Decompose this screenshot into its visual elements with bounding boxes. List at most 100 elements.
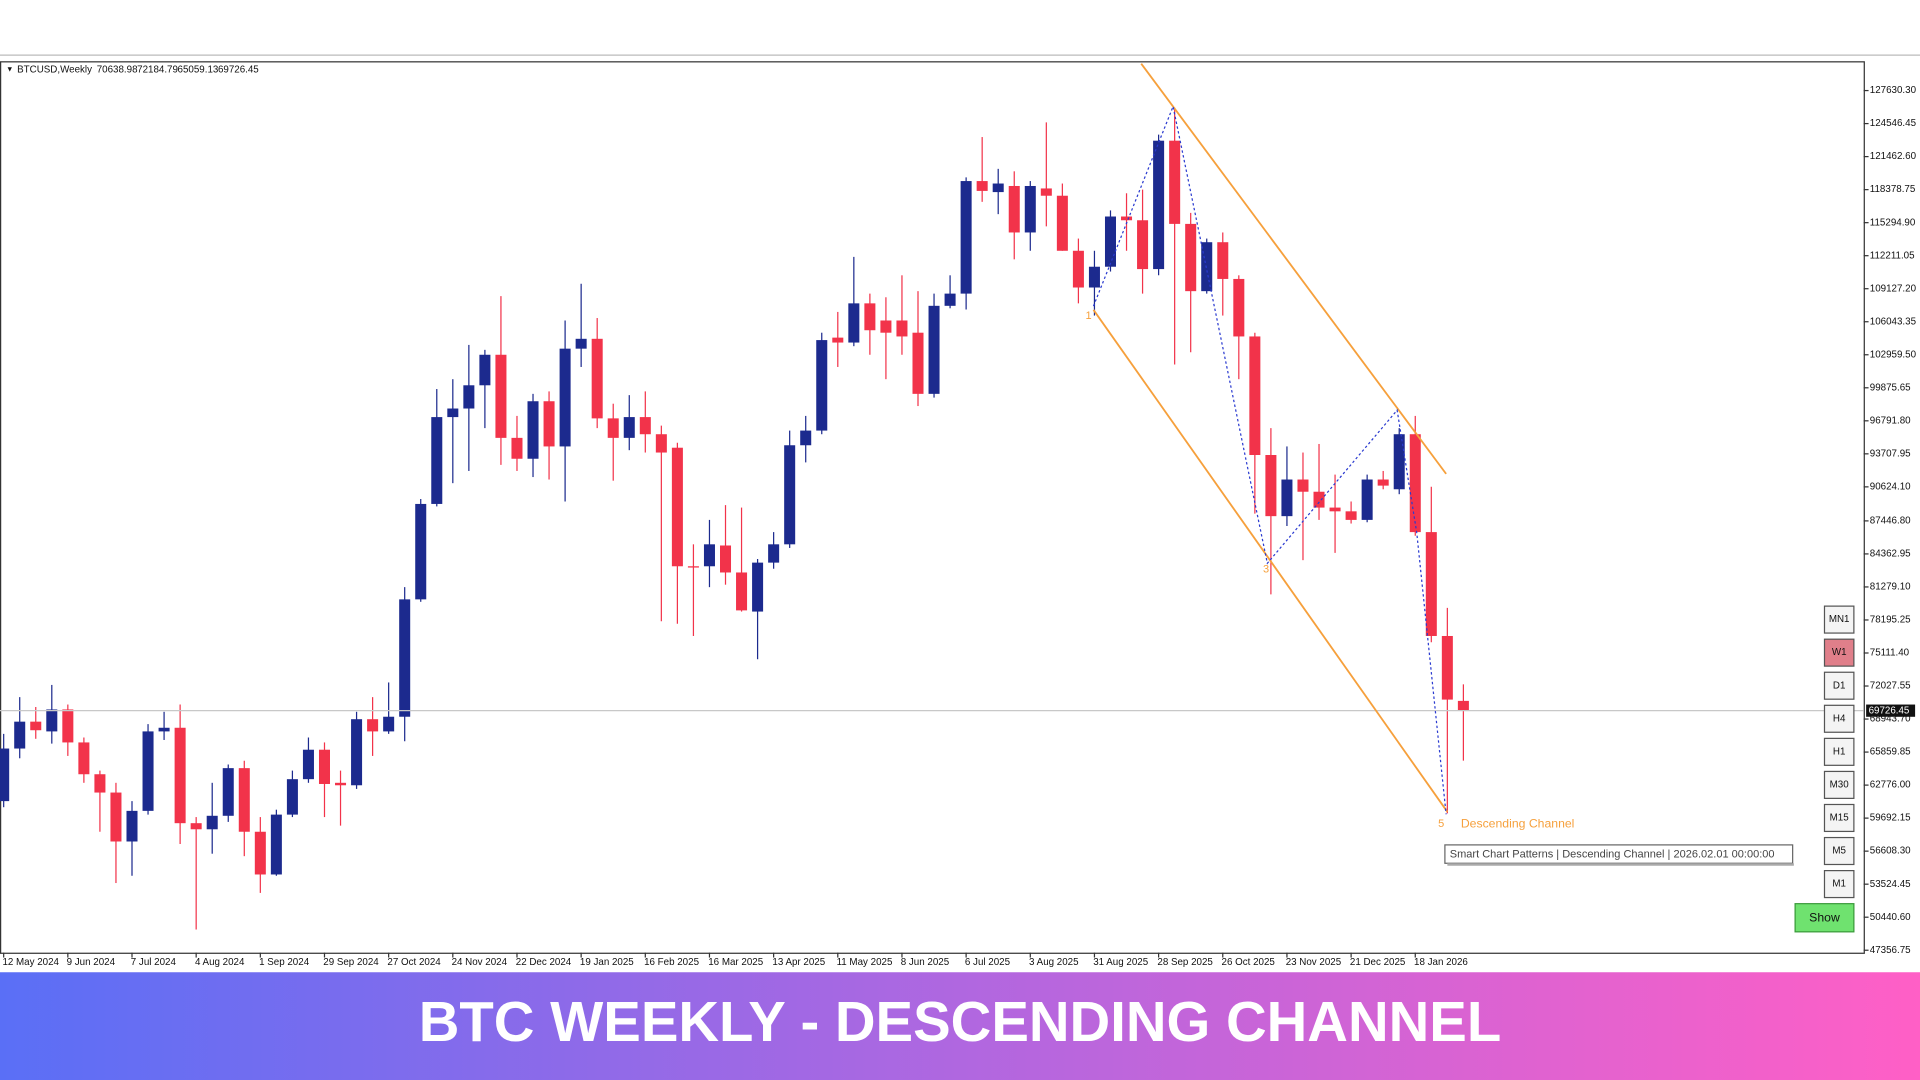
candle-body xyxy=(1441,635,1453,700)
candle-body xyxy=(1425,532,1437,636)
timeframe-button[interactable]: M1 xyxy=(1823,870,1855,899)
candle-body xyxy=(14,721,26,749)
x-tick-label: 18 Jan 2026 xyxy=(1414,957,1468,968)
candle-body xyxy=(190,823,202,830)
candle-body xyxy=(1137,220,1149,270)
y-tick-label: 56608.30 xyxy=(1870,846,1911,857)
x-tick-label: 28 Sep 2025 xyxy=(1157,957,1213,968)
candle-body xyxy=(318,749,330,784)
y-tick-label: 115294.90 xyxy=(1870,217,1916,228)
timeframe-button[interactable]: H4 xyxy=(1823,704,1855,733)
candle-body xyxy=(912,332,924,394)
candle-body xyxy=(848,303,860,343)
timeframe-button[interactable]: M30 xyxy=(1823,770,1855,799)
timeframe-button[interactable]: M15 xyxy=(1823,803,1855,833)
y-tick-label: 127630.30 xyxy=(1870,85,1917,96)
show-button[interactable]: Show xyxy=(1794,903,1855,933)
candle-body xyxy=(896,320,908,337)
pattern-point: 3 xyxy=(1263,563,1269,575)
x-tick-label: 23 Nov 2025 xyxy=(1286,957,1342,968)
channel-lower xyxy=(1092,309,1449,813)
candle-body xyxy=(671,447,683,567)
candle-body xyxy=(447,408,459,418)
candle-body xyxy=(768,544,780,563)
candle-body xyxy=(1072,250,1084,288)
timeframe-button[interactable]: D1 xyxy=(1823,671,1855,700)
header-high: 72184.79 xyxy=(137,64,178,75)
candle-body xyxy=(46,709,58,732)
y-tick-label: 90624.10 xyxy=(1870,481,1911,492)
candle-body xyxy=(800,430,812,446)
candle-body xyxy=(270,814,282,875)
button-label: W1 xyxy=(1832,647,1847,658)
y-tick-label: 99875.65 xyxy=(1870,382,1911,393)
plot-frame xyxy=(0,61,1865,954)
candle-body xyxy=(1008,185,1020,233)
timeframe-button[interactable]: MN1 xyxy=(1823,605,1855,634)
button-face xyxy=(1823,737,1855,766)
candle-body xyxy=(816,340,828,431)
button-face xyxy=(1823,671,1855,700)
pattern: 1 3 5 Descending Channel Smart Chart Pat… xyxy=(1086,63,1794,866)
x-tick-label: 26 Oct 2025 xyxy=(1222,957,1276,968)
candle-body xyxy=(1153,140,1165,270)
x-tick-label: 22 Dec 2024 xyxy=(516,957,572,968)
button-face xyxy=(1823,704,1855,733)
timeframe-button[interactable]: H1 xyxy=(1823,737,1855,766)
y-tick-label: 84362.95 xyxy=(1870,549,1911,560)
candle-body xyxy=(736,572,748,611)
y-tick-label: 62776.00 xyxy=(1870,780,1911,791)
candle-body xyxy=(174,727,186,824)
candle-body xyxy=(1104,216,1116,267)
price-label-box xyxy=(1866,704,1916,717)
candle-body xyxy=(976,181,988,191)
x-tick-label: 12 May 2024 xyxy=(2,957,59,968)
candle-body xyxy=(335,782,347,786)
candle-body xyxy=(543,401,555,447)
timeframe-button[interactable]: M5 xyxy=(1823,836,1855,866)
candle-body xyxy=(703,544,715,567)
y-tick-label: 59692.15 xyxy=(1870,813,1911,824)
x-tick-label: 21 Dec 2025 xyxy=(1350,957,1406,968)
candle-body xyxy=(431,417,443,504)
candle-body xyxy=(1377,479,1389,486)
candle-body xyxy=(720,545,732,573)
x-tick-label: 16 Mar 2025 xyxy=(708,957,763,968)
x-tick-label: 11 May 2025 xyxy=(837,957,893,968)
candle-body xyxy=(495,354,507,438)
candle-body xyxy=(222,768,234,816)
candle-body xyxy=(1345,511,1357,520)
candle-body xyxy=(511,437,523,459)
banner-title: BTC WEEKLY - DESCENDING CHANNEL xyxy=(419,990,1502,1053)
x-tick-label: 19 Jan 2025 xyxy=(580,957,634,968)
zigzag xyxy=(1092,104,1447,815)
y-tick-label: 81279.10 xyxy=(1870,582,1911,593)
candle-body xyxy=(1329,507,1341,512)
candle-body xyxy=(992,183,1004,193)
x-tick-label: 31 Aug 2025 xyxy=(1093,957,1148,968)
marks: 127630.30 124546.45 121462.60 118378.75 1152… xyxy=(0,85,1917,968)
candle-body xyxy=(1056,195,1068,251)
candle-body xyxy=(928,305,940,394)
x-tick-label: 16 Feb 2025 xyxy=(644,957,699,968)
candle-body xyxy=(527,401,539,459)
candle-body xyxy=(960,181,972,294)
y-tick-label: 124546.45 xyxy=(1870,118,1917,129)
header-low: 65059.13 xyxy=(178,64,219,75)
y-tick-label: 112211.05 xyxy=(1870,250,1915,261)
y-tick-label: 109127.20 xyxy=(1870,283,1917,294)
button-face xyxy=(1823,836,1855,866)
button-face xyxy=(1794,903,1855,933)
timeframe-button[interactable]: W1 xyxy=(1823,638,1855,667)
candle-body xyxy=(1217,242,1229,279)
y-tick-label: 118378.75 xyxy=(1870,184,1916,195)
candle-body xyxy=(415,503,427,600)
candle-body xyxy=(1185,223,1197,292)
y-tick-label: 121462.60 xyxy=(1870,151,1917,162)
candle-body xyxy=(238,768,250,832)
button-label: D1 xyxy=(1833,680,1846,691)
button-label: H1 xyxy=(1833,746,1846,757)
candle-body xyxy=(1393,434,1405,490)
x-tick-label: 1 Sep 2024 xyxy=(259,957,310,968)
candle-body xyxy=(687,566,699,568)
